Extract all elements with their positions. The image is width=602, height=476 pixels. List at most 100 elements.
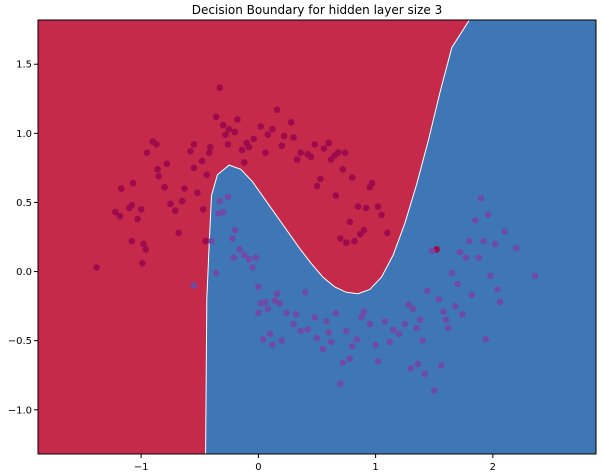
data-point-red	[171, 207, 179, 214]
data-point-red	[167, 200, 174, 208]
data-point-red	[362, 204, 370, 212]
data-point-red	[245, 143, 253, 151]
data-point-red	[238, 146, 246, 154]
x-tick-label: 2	[490, 462, 496, 473]
data-point-red	[264, 131, 272, 138]
data-point-red	[137, 206, 145, 213]
data-point-blue	[276, 300, 283, 307]
data-point-blue	[419, 337, 426, 345]
data-point-red	[343, 239, 350, 246]
data-point-blue	[311, 313, 319, 321]
data-point-red	[224, 141, 232, 148]
data-point-blue	[395, 330, 403, 338]
data-point-blue	[292, 311, 300, 318]
data-point-blue	[386, 338, 394, 346]
data-point-red	[346, 218, 354, 226]
data-point-red	[205, 149, 213, 156]
data-point-blue	[496, 298, 504, 306]
data-point-red	[161, 183, 168, 191]
data-point-red	[190, 141, 198, 148]
data-point-blue	[339, 359, 347, 367]
data-point-red	[203, 171, 211, 179]
data-point-blue	[278, 337, 286, 345]
x-tick-label: 1	[372, 462, 378, 473]
data-point-blue	[332, 309, 340, 317]
x-tick-label: −1	[134, 462, 149, 473]
data-point-blue	[423, 287, 431, 295]
data-point-blue	[372, 341, 379, 349]
data-point-blue	[236, 246, 243, 253]
data-point-red	[374, 203, 382, 210]
data-point-blue	[442, 316, 450, 324]
y-tick-label: −0.5	[8, 336, 32, 347]
data-point-blue	[353, 336, 361, 343]
plot-frame	[37, 19, 597, 455]
data-point-blue	[421, 370, 429, 378]
data-point-red	[202, 237, 209, 245]
data-point-blue	[491, 240, 499, 248]
data-point-blue	[389, 326, 397, 333]
y-tick-label: 1.0	[16, 129, 32, 140]
data-point-blue	[255, 283, 262, 291]
data-point-blue	[269, 341, 276, 349]
data-point-blue	[249, 264, 256, 271]
data-point-red	[287, 119, 295, 126]
data-point-blue	[229, 235, 236, 242]
data-point-blue	[452, 302, 459, 310]
data-point-red	[93, 264, 100, 271]
data-point-blue	[241, 251, 248, 259]
data-point-blue	[448, 269, 456, 277]
data-point-red	[153, 141, 160, 148]
data-point-red	[290, 134, 297, 141]
data-point-blue	[454, 280, 462, 288]
data-point-red	[269, 125, 276, 133]
data-point-red	[332, 192, 340, 199]
data-point-blue	[346, 355, 354, 362]
data-point-blue	[430, 387, 438, 394]
data-point-red	[116, 213, 124, 220]
y-axis: −1.0 −0.5 0.0 0.5 1.0 1.5	[8, 60, 38, 416]
data-point-blue	[325, 329, 333, 336]
data-point-blue	[259, 336, 267, 343]
data-point-blue	[501, 228, 508, 235]
data-point-blue	[475, 254, 483, 261]
data-point-blue	[438, 362, 445, 369]
data-point-red	[360, 226, 368, 234]
y-tick-label: 1.5	[16, 60, 32, 71]
data-point-blue	[482, 336, 490, 343]
data-point-blue	[414, 360, 422, 368]
data-point-red	[293, 156, 301, 163]
data-point-red	[334, 149, 342, 156]
data-point-blue	[487, 272, 494, 280]
data-point-red	[225, 125, 233, 133]
data-point-blue	[366, 320, 374, 328]
data-point-blue	[313, 334, 321, 342]
data-point-blue	[273, 290, 281, 298]
data-point-red	[337, 235, 344, 242]
x-axis: −1 0 1 2	[134, 454, 496, 473]
data-point-blue	[445, 324, 452, 332]
data-point-blue	[480, 237, 487, 245]
y-tick-label: −1.0	[8, 405, 32, 416]
data-point-blue	[337, 380, 344, 387]
data-point-red	[187, 148, 194, 155]
data-point-red	[219, 121, 227, 129]
data-point-blue	[428, 247, 436, 255]
data-point-blue	[323, 318, 330, 325]
data-point-red	[378, 211, 385, 219]
data-point-blue	[413, 324, 420, 332]
data-point-red	[175, 229, 182, 237]
data-point-red	[234, 116, 241, 123]
data-point-red	[368, 179, 376, 187]
data-point-blue	[348, 342, 356, 350]
data-point-blue	[484, 211, 492, 219]
data-point-blue	[212, 269, 220, 277]
data-point-blue	[319, 345, 327, 353]
data-point-red	[163, 160, 171, 167]
data-point-blue	[513, 244, 520, 252]
data-point-red	[311, 141, 319, 148]
data-point-red	[307, 153, 315, 161]
data-point-red	[339, 166, 347, 173]
data-point-blue	[358, 313, 365, 321]
plot-area	[38, 20, 596, 454]
